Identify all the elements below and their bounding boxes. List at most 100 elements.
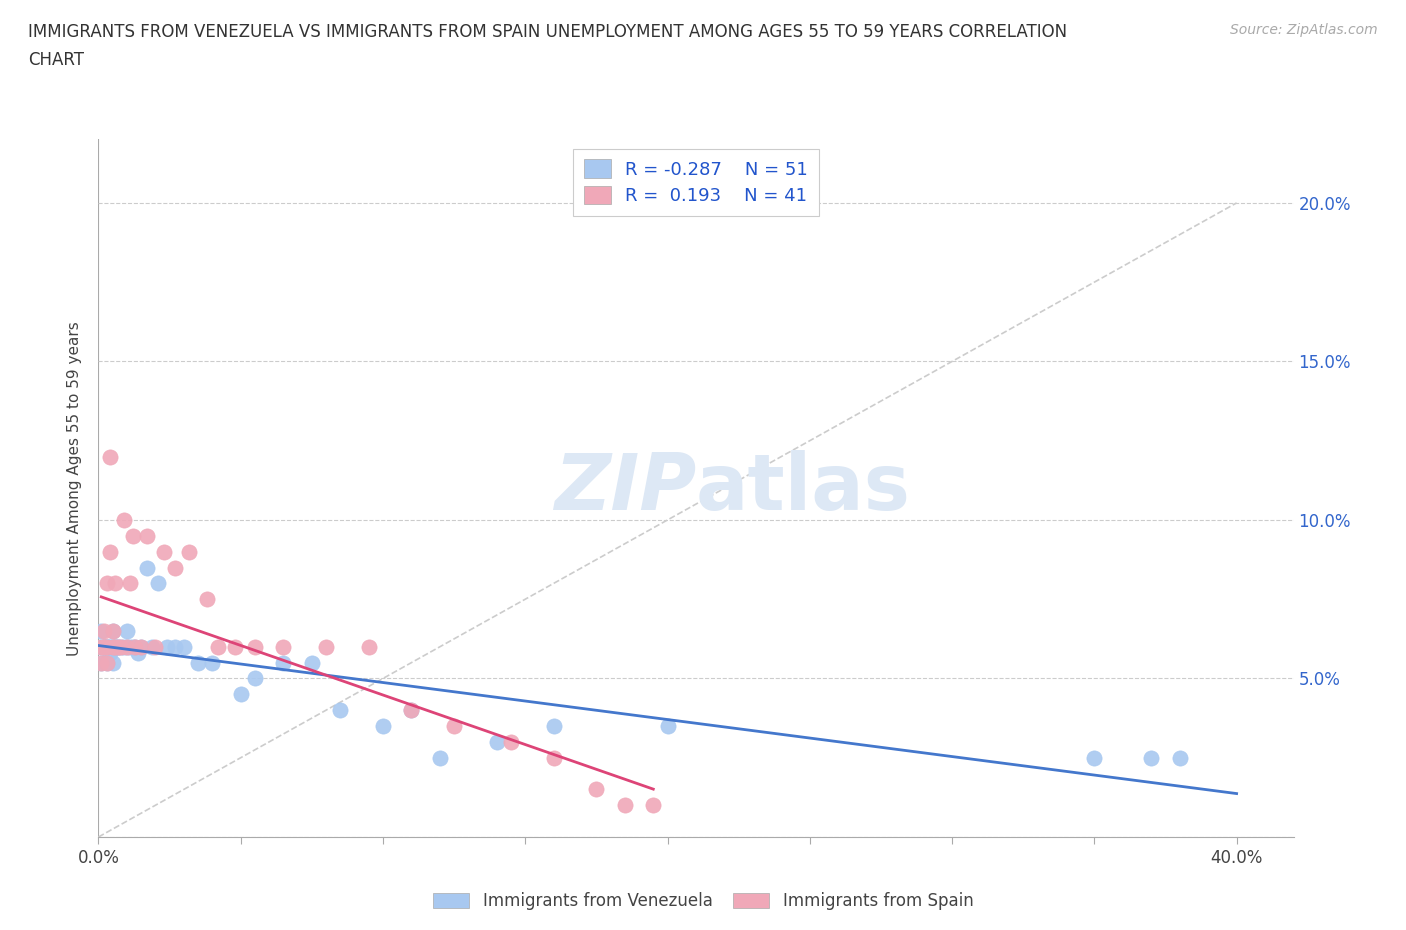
- Point: [1168, 751, 1191, 765]
- Y-axis label: Unemployment Among Ages 55 to 59 years: Unemployment Among Ages 55 to 59 years: [67, 321, 83, 656]
- Point: [112, 639, 135, 654]
- Point: [201, 655, 224, 670]
- Point: [107, 639, 129, 654]
- Point: [124, 639, 146, 654]
- Point: [98, 639, 121, 654]
- Text: Source: ZipAtlas.com: Source: ZipAtlas.com: [1230, 23, 1378, 37]
- Point: [129, 639, 152, 654]
- Point: [153, 544, 176, 559]
- Point: [98, 544, 121, 559]
- Point: [141, 639, 163, 654]
- Point: [229, 687, 252, 702]
- Point: [135, 560, 157, 575]
- Point: [93, 639, 115, 654]
- Point: [115, 639, 138, 654]
- Point: [121, 639, 143, 654]
- Text: CHART: CHART: [28, 51, 84, 69]
- Point: [207, 639, 229, 654]
- Point: [101, 623, 124, 638]
- Point: [585, 782, 607, 797]
- Point: [273, 639, 295, 654]
- Point: [96, 639, 118, 654]
- Point: [90, 655, 112, 670]
- Point: [643, 798, 665, 813]
- Point: [104, 576, 127, 591]
- Point: [93, 639, 115, 654]
- Point: [143, 639, 166, 654]
- Point: [118, 576, 141, 591]
- Point: [96, 576, 118, 591]
- Point: [329, 703, 352, 718]
- Point: [112, 512, 135, 527]
- Point: [443, 719, 465, 734]
- Point: [96, 639, 118, 654]
- Point: [98, 639, 121, 654]
- Point: [357, 639, 380, 654]
- Point: [148, 576, 170, 591]
- Point: [107, 639, 129, 654]
- Point: [93, 639, 115, 654]
- Point: [98, 645, 121, 660]
- Point: [104, 639, 127, 654]
- Point: [90, 655, 112, 670]
- Point: [129, 639, 152, 654]
- Point: [93, 639, 115, 654]
- Point: [273, 655, 295, 670]
- Point: [110, 639, 132, 654]
- Point: [613, 798, 636, 813]
- Text: IMMIGRANTS FROM VENEZUELA VS IMMIGRANTS FROM SPAIN UNEMPLOYMENT AMONG AGES 55 TO: IMMIGRANTS FROM VENEZUELA VS IMMIGRANTS …: [28, 23, 1067, 41]
- Point: [165, 639, 187, 654]
- Point: [90, 623, 112, 638]
- Point: [101, 623, 124, 638]
- Point: [93, 639, 115, 654]
- Point: [127, 645, 149, 660]
- Point: [401, 703, 423, 718]
- Point: [543, 719, 565, 734]
- Point: [543, 751, 565, 765]
- Point: [187, 655, 209, 670]
- Point: [657, 719, 679, 734]
- Point: [173, 639, 195, 654]
- Point: [107, 639, 129, 654]
- Point: [301, 655, 323, 670]
- Point: [371, 719, 394, 734]
- Point: [243, 639, 266, 654]
- Point: [179, 544, 201, 559]
- Point: [485, 735, 508, 750]
- Point: [401, 703, 423, 718]
- Point: [101, 655, 124, 670]
- Point: [101, 639, 124, 654]
- Point: [1140, 751, 1163, 765]
- Point: [101, 639, 124, 654]
- Point: [135, 528, 157, 543]
- Point: [104, 639, 127, 654]
- Point: [96, 639, 118, 654]
- Point: [121, 528, 143, 543]
- Point: [315, 639, 337, 654]
- Point: [90, 639, 112, 654]
- Text: atlas: atlas: [696, 450, 911, 526]
- Point: [115, 623, 138, 638]
- Legend: Immigrants from Venezuela, Immigrants from Spain: Immigrants from Venezuela, Immigrants fr…: [426, 885, 980, 917]
- Point: [110, 639, 132, 654]
- Point: [429, 751, 451, 765]
- Point: [115, 639, 138, 654]
- Point: [96, 639, 118, 654]
- Point: [98, 449, 121, 464]
- Point: [96, 655, 118, 670]
- Point: [118, 639, 141, 654]
- Point: [499, 735, 522, 750]
- Point: [165, 560, 187, 575]
- Text: ZIP: ZIP: [554, 450, 696, 526]
- Point: [224, 639, 246, 654]
- Point: [93, 623, 115, 638]
- Point: [104, 639, 127, 654]
- Point: [195, 591, 218, 606]
- Point: [124, 639, 146, 654]
- Legend: R = -0.287    N = 51, R =  0.193    N = 41: R = -0.287 N = 51, R = 0.193 N = 41: [574, 149, 818, 216]
- Point: [96, 655, 118, 670]
- Point: [1083, 751, 1105, 765]
- Point: [156, 639, 179, 654]
- Point: [90, 639, 112, 654]
- Point: [243, 671, 266, 686]
